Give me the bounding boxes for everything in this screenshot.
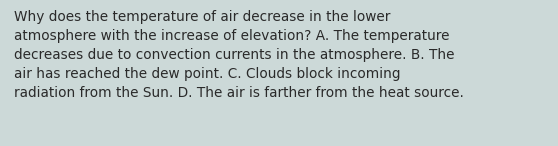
Text: Why does the temperature of air decrease in the lower
atmosphere with the increa: Why does the temperature of air decrease… xyxy=(14,10,464,100)
